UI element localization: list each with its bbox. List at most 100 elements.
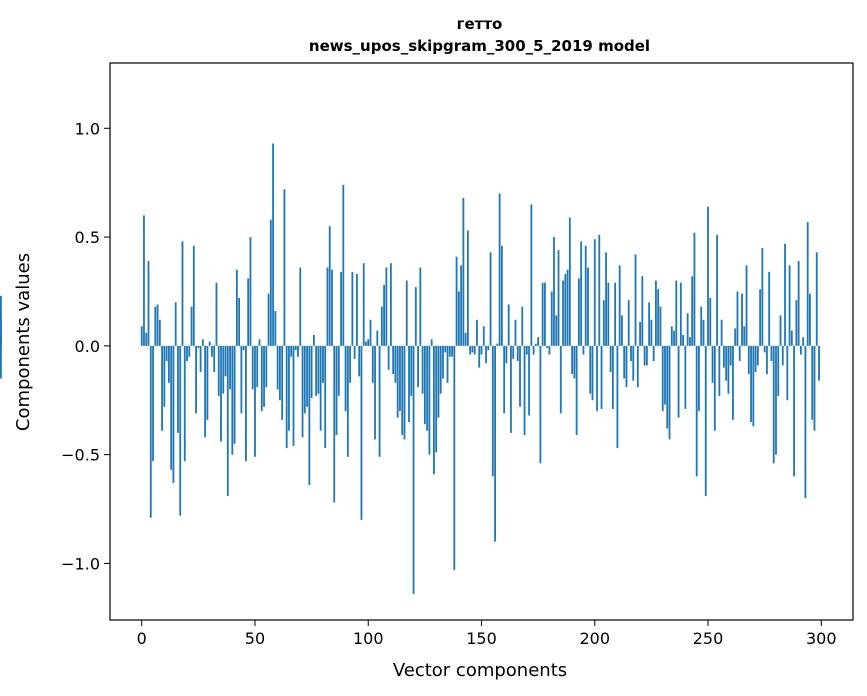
bar-219 [636,345,639,388]
bar-22 [190,306,193,346]
bar-94 [353,345,356,359]
bar-43 [238,297,241,346]
bar-178 [544,282,546,346]
bar-103 [374,345,376,440]
bar-222 [643,345,646,366]
bar-107 [383,284,385,346]
bar-237 [677,345,680,418]
bar-195 [582,345,585,355]
bar-14 [172,345,175,483]
bar-198 [589,345,592,394]
bar-77 [315,345,318,396]
bar-203 [600,345,603,409]
bar-155 [491,345,494,477]
bar-197 [587,267,589,346]
bar-145 [469,345,472,355]
plot-area [110,63,853,620]
bar-226 [652,345,655,362]
bar-167 [519,345,521,407]
bar-274 [761,247,764,346]
bar-232 [666,345,669,429]
bar-135 [446,345,449,383]
bar-119 [410,345,413,396]
bar-34 [217,345,220,396]
bar-157 [496,343,499,346]
bar-179 [546,345,549,349]
bar-262 [734,328,737,346]
bar-221 [641,276,644,346]
bar-299 [818,345,820,381]
bar-82 [326,267,329,346]
bar-200 [593,239,596,346]
bar-282 [779,315,782,346]
bar-242 [689,337,691,346]
bar-30 [208,341,211,346]
bar-120 [412,345,415,594]
bar-143 [464,332,467,346]
bar-113 [396,345,399,418]
bar-225 [650,319,653,346]
bar-44 [240,345,243,414]
x-tick-label: 0 [137,629,147,648]
bar-215 [627,300,630,346]
bar-245 [695,345,698,477]
bar-74 [308,345,311,486]
bar-269 [750,345,752,422]
y-tick-label: 0.5 [75,228,100,247]
bar-297 [813,345,816,431]
bar-218 [634,254,637,346]
bar-42 [235,269,238,346]
bar-187 [564,274,567,346]
bar-124 [421,345,424,394]
bar-45 [242,345,245,351]
bar-289 [795,300,798,346]
bar-152 [485,345,487,364]
bar-177 [541,282,544,346]
bar-31 [211,345,213,357]
bar-212 [621,315,623,346]
x-axis-ticks: 0 50 100 150 200 250 300 [137,620,837,648]
bar-80 [322,345,324,383]
bar-122 [417,345,419,388]
bar-98 [362,263,365,346]
bar-260 [729,345,732,366]
bar-292 [802,337,805,346]
bar-114 [399,345,401,412]
bar-39 [229,345,231,390]
x-axis-label: Vector components [393,660,567,681]
bar-97 [360,345,363,520]
bar-224 [648,302,651,346]
bar-149 [478,345,481,368]
bar-101 [369,319,372,346]
bar-62 [281,345,284,420]
x-tick-label: 250 [693,629,724,648]
y-tick-label: −1.0 [61,554,100,573]
bar-183 [555,315,558,346]
bar-240 [684,345,687,409]
bar-170 [525,345,528,355]
bar-117 [405,280,408,346]
bar-217 [632,345,635,381]
bar-184 [557,250,560,346]
bar-118 [408,345,410,422]
bar-176 [539,345,542,464]
bar-236 [675,280,678,346]
bar-86 [335,345,338,436]
bar-32 [213,345,216,372]
bar-174 [534,343,537,346]
bar-111 [392,345,395,375]
bar-12 [167,345,170,383]
bar-166 [516,345,519,362]
bar-18 [181,241,184,346]
bar-21 [188,345,191,357]
bar-287 [790,330,793,346]
bar-275 [763,345,766,353]
bar-4 [149,345,152,518]
bar-10 [163,345,166,407]
bar-68 [294,345,297,351]
bar-61 [278,345,281,401]
bar-108 [385,267,388,346]
bar-252 [711,345,714,383]
bar-268 [747,345,750,375]
bar-188 [566,269,569,346]
